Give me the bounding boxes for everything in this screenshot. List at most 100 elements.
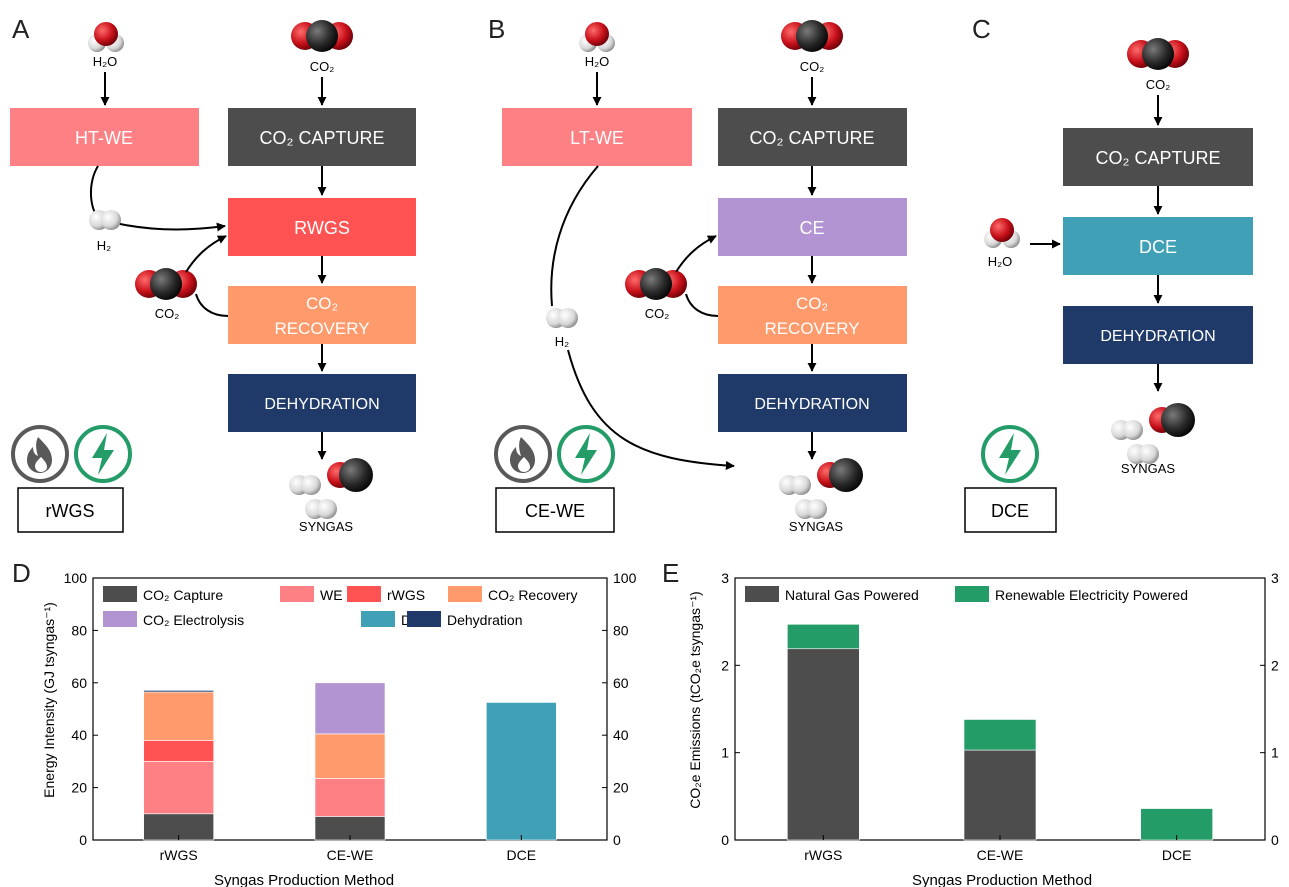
lightning-icon	[981, 425, 1039, 483]
panel-b-letter: B	[488, 14, 505, 44]
dce-box	[1063, 217, 1253, 275]
x-tick-label: rWGS	[160, 847, 198, 863]
co2-recovery-box	[718, 286, 907, 344]
syngas-molecule-icon	[1111, 403, 1195, 464]
water-molecule-icon	[984, 218, 1020, 248]
y-tick-label-right: 3	[1271, 570, 1279, 586]
y-tick-label-right: 80	[613, 622, 629, 638]
y-tick-label-right: 40	[613, 727, 629, 743]
lt-we-label: LT-WE	[570, 128, 624, 148]
bar-segment	[787, 623, 860, 650]
legend-label: CO₂ Recovery	[488, 587, 577, 603]
rwgs-label: RWGS	[294, 218, 350, 238]
co2-molecule-icon	[781, 20, 843, 52]
panel-a: A H₂O CO₂ HT-WE CO₂ CAPTURE RWGS CO₂ REC…	[10, 14, 416, 534]
panel-b: B H₂O CO₂ LT-WE CO₂ CAPTURE CE CO₂ RECOV…	[488, 14, 907, 534]
rwgs-box	[228, 198, 416, 256]
y-tick-label-right: 0	[613, 832, 621, 848]
legend-swatch	[361, 611, 395, 627]
legend-label: Renewable Electricity Powered	[995, 587, 1188, 603]
h2-molecule-icon	[89, 210, 121, 230]
y-tick-label: 2	[721, 657, 729, 673]
recycle-co2-label: CO₂	[645, 306, 670, 321]
water-molecule-icon	[579, 22, 615, 52]
y-tick-label: 80	[71, 622, 87, 638]
bar-segment	[787, 648, 860, 841]
y-tick-label-right: 20	[613, 780, 629, 796]
dehydration-box	[228, 374, 416, 432]
y-tick-label: 3	[721, 570, 729, 586]
co2-capture-box	[1063, 128, 1253, 186]
syngas-label: SYNGAS	[1121, 461, 1176, 476]
co2-capture-label: CO₂ CAPTURE	[260, 128, 385, 148]
method-label: DCE	[991, 501, 1029, 521]
co2-label: CO₂	[310, 59, 335, 74]
legend-swatch	[103, 586, 137, 602]
y-tick-label: 0	[721, 832, 729, 848]
panel-c-letter: C	[972, 14, 991, 44]
bar-segment	[143, 691, 214, 741]
legend-swatch	[448, 586, 482, 602]
h2o-label: H₂O	[585, 54, 610, 69]
bar-segment	[963, 719, 1037, 751]
co2-recovery-line2: RECOVERY	[274, 319, 369, 338]
x-tick-label: DCE	[1162, 847, 1192, 863]
ht-we-label: HT-WE	[75, 128, 133, 148]
legend-label: CO₂ Electrolysis	[143, 612, 244, 628]
legend-label: WE	[320, 587, 343, 603]
co2-recovery-line2: RECOVERY	[764, 319, 859, 338]
chart-e-plot: 0 0 1 1 2 2 3 3 rWGS CE-WE DCE Natural Gas Powered R…	[721, 570, 1279, 863]
recycle-co2-label: CO₂	[155, 306, 180, 321]
bar-segment	[314, 682, 386, 735]
co2-recovery-box	[228, 286, 416, 344]
co2-recovery-line1: CO₂	[796, 294, 828, 313]
chart-d: D 0 0 20 20 40 40 60 60 80 80 100 100 rWGS CE-WE DCE CO…	[12, 558, 637, 887]
co2-label: CO₂	[800, 59, 825, 74]
flame-icon	[494, 425, 552, 483]
x-tick-label: CE-WE	[977, 847, 1024, 863]
method-label: CE-WE	[525, 501, 585, 521]
y-axis-title: Energy Intensity (GJ tsyngas⁻¹)	[41, 602, 57, 798]
y-axis-title: CO₂e Emissions (tCO₂e tsyngas⁻¹)	[687, 591, 703, 808]
x-tick-label: DCE	[507, 847, 537, 863]
flame-icon	[11, 425, 69, 483]
co2-capture-label: CO₂ CAPTURE	[750, 128, 875, 148]
h2o-label: H₂O	[988, 254, 1013, 269]
bar-segment	[143, 761, 214, 815]
y-tick-label: 40	[71, 727, 87, 743]
dehydration-label: DEHYDRATION	[264, 396, 379, 413]
y-tick-label-right: 2	[1271, 657, 1279, 673]
syngas-label: SYNGAS	[299, 519, 354, 534]
dehydration-box	[1063, 306, 1253, 364]
h2-label: H₂	[555, 334, 569, 349]
y-tick-label-right: 100	[613, 570, 637, 586]
h2-molecule-icon	[546, 308, 578, 328]
y-tick-label-right: 0	[1271, 832, 1279, 848]
y-tick-label: 0	[79, 832, 87, 848]
legend-swatch	[280, 586, 314, 602]
ce-box	[718, 198, 907, 256]
bar-segment	[486, 702, 557, 841]
dehydration-box	[718, 374, 907, 432]
chart-e: E 0 0 1 1 2 2 3 3 rWGS CE-WE DCE Natural Gas Powere…	[662, 558, 1279, 887]
panel-d-letter: D	[12, 558, 31, 588]
co2-capture-label: CO₂ CAPTURE	[1096, 148, 1221, 168]
x-axis-title: Syngas Production Method	[214, 872, 394, 887]
legend-label: Dehydration	[447, 612, 523, 628]
legend-swatch	[407, 611, 441, 627]
bar-segment	[143, 740, 214, 762]
y-tick-label: 20	[71, 780, 87, 796]
h2-label: H₂	[97, 238, 111, 253]
bar-segment	[963, 749, 1037, 841]
syngas-molecule-icon	[289, 458, 373, 519]
lightning-icon	[557, 425, 615, 483]
dehydration-label: DEHYDRATION	[754, 396, 869, 413]
y-tick-label-right: 1	[1271, 745, 1279, 761]
co2-molecule-icon	[1127, 38, 1189, 70]
x-tick-label: rWGS	[804, 847, 842, 863]
x-axis-title: Syngas Production Method	[912, 872, 1092, 887]
recycle-co2-icon	[135, 268, 197, 300]
bar-segment	[314, 778, 386, 817]
co2-capture-box	[718, 108, 907, 166]
